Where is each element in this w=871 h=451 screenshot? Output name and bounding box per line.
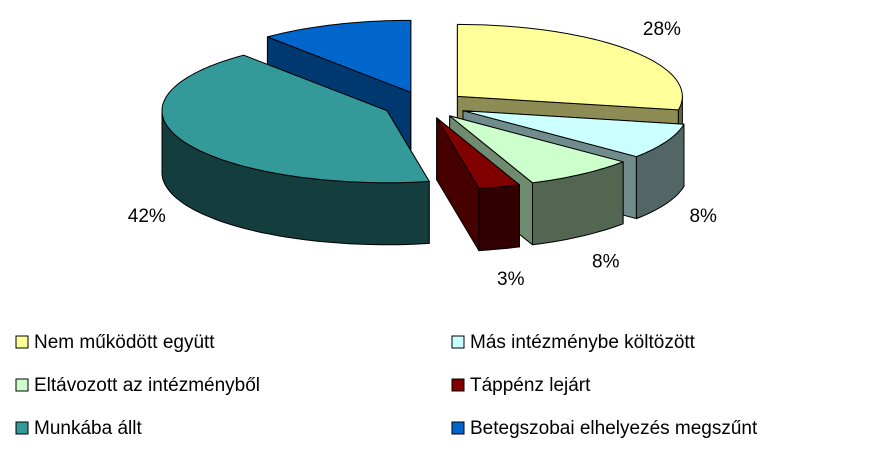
data-label: 42% [128,206,166,227]
slice-top [266,19,412,93]
legend-swatch [15,335,29,349]
legend-swatch [451,421,465,435]
legend-swatch [451,378,465,392]
legend-swatch [15,421,29,435]
slice-top [436,117,520,190]
data-label: 8% [592,251,620,272]
legend-label: Más intézménybe költözött [470,332,696,353]
data-label: 28% [643,19,681,40]
data-label: 3% [497,269,525,290]
slice-top [161,54,430,184]
data-label: 8% [689,206,717,227]
legend-swatch [15,378,29,392]
slice-top [456,23,683,111]
slice-top [449,115,624,184]
legend-label: Nem működött együtt [34,332,215,353]
legend-label: Táppénz lejárt [470,375,591,396]
slice-side [478,184,520,252]
slice-top [462,110,685,158]
data-label: 11% [303,0,340,4]
legend-label: Eltávozott az intézményből [34,375,260,396]
legend-label: Betegszobai elhelyezés megszűnt [470,418,758,439]
legend-swatch [451,335,465,349]
legend-label: Munkába állt [34,418,142,439]
